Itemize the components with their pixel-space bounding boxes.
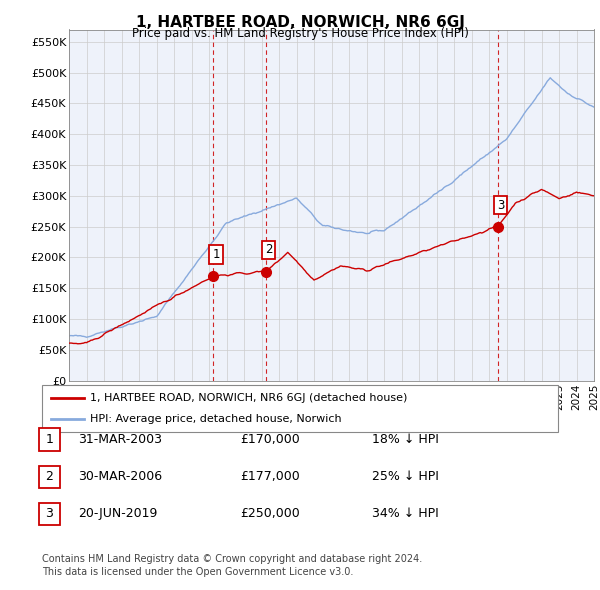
Text: 20-JUN-2019: 20-JUN-2019 [78, 507, 157, 520]
Text: 1: 1 [212, 248, 220, 261]
Text: 2: 2 [46, 470, 53, 483]
Text: HPI: Average price, detached house, Norwich: HPI: Average price, detached house, Norw… [90, 414, 341, 424]
Text: 1, HARTBEE ROAD, NORWICH, NR6 6GJ: 1, HARTBEE ROAD, NORWICH, NR6 6GJ [136, 15, 464, 30]
Text: 30-MAR-2006: 30-MAR-2006 [78, 470, 162, 483]
Text: 25% ↓ HPI: 25% ↓ HPI [372, 470, 439, 483]
Text: £250,000: £250,000 [240, 507, 300, 520]
Text: 3: 3 [46, 507, 53, 520]
Text: 1: 1 [46, 433, 53, 446]
Text: Contains HM Land Registry data © Crown copyright and database right 2024.
This d: Contains HM Land Registry data © Crown c… [42, 554, 422, 577]
Text: 31-MAR-2003: 31-MAR-2003 [78, 433, 162, 446]
Text: £177,000: £177,000 [240, 470, 300, 483]
Text: 2: 2 [265, 244, 272, 257]
Text: 3: 3 [497, 198, 504, 212]
Text: Price paid vs. HM Land Registry's House Price Index (HPI): Price paid vs. HM Land Registry's House … [131, 27, 469, 40]
Text: 34% ↓ HPI: 34% ↓ HPI [372, 507, 439, 520]
Text: £170,000: £170,000 [240, 433, 300, 446]
Text: 1, HARTBEE ROAD, NORWICH, NR6 6GJ (detached house): 1, HARTBEE ROAD, NORWICH, NR6 6GJ (detac… [90, 394, 407, 404]
Text: 18% ↓ HPI: 18% ↓ HPI [372, 433, 439, 446]
